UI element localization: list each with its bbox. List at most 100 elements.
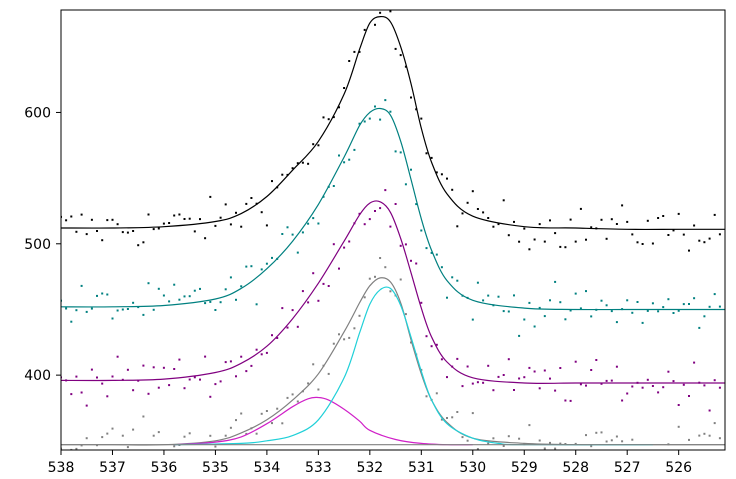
data-point — [662, 306, 665, 309]
data-point — [368, 117, 371, 120]
data-points-layer — [61, 10, 721, 456]
data-point — [332, 243, 335, 246]
data-point — [296, 251, 299, 254]
data-point — [343, 161, 346, 164]
data-point — [683, 450, 685, 452]
data-point — [250, 364, 253, 367]
series-magenta-component-line — [174, 396, 473, 446]
data-point — [147, 282, 150, 285]
data-point — [528, 424, 531, 427]
data-point — [240, 225, 243, 228]
data-point — [147, 392, 150, 395]
data-point — [425, 247, 428, 250]
data-point — [379, 118, 382, 121]
data-point — [471, 412, 474, 415]
data-point — [271, 256, 273, 259]
data-point — [291, 309, 294, 312]
data-point — [688, 438, 690, 441]
data-point — [430, 345, 433, 348]
data-point — [199, 378, 201, 381]
data-point — [162, 366, 165, 369]
data-point — [574, 442, 577, 445]
data-point — [430, 156, 433, 159]
data-point — [188, 217, 191, 220]
data-point — [579, 307, 582, 310]
data-point — [80, 444, 83, 447]
x-tick-label: 527 — [614, 460, 641, 476]
data-point — [641, 321, 644, 324]
data-point — [502, 310, 505, 313]
data-point — [440, 173, 443, 176]
data-point — [595, 359, 598, 361]
data-point — [528, 301, 531, 304]
data-point — [569, 218, 572, 221]
data-point — [348, 240, 351, 243]
data-point — [574, 360, 577, 363]
data-point — [404, 65, 407, 68]
data-point — [476, 281, 479, 284]
data-point — [543, 369, 546, 372]
data-point — [106, 293, 109, 296]
data-point — [693, 451, 695, 453]
data-point — [106, 219, 109, 222]
data-point — [348, 336, 351, 339]
data-point — [435, 343, 438, 346]
data-point — [96, 294, 98, 297]
data-point — [713, 379, 716, 382]
series-gray-fit-line — [61, 277, 725, 446]
data-point — [543, 315, 546, 318]
data-point — [338, 333, 340, 336]
data-point — [178, 213, 181, 216]
data-point — [338, 267, 340, 270]
data-point — [718, 386, 721, 389]
data-point — [446, 177, 448, 180]
data-point — [446, 296, 448, 299]
data-point — [657, 310, 660, 313]
data-point — [693, 224, 696, 227]
data-point — [415, 203, 418, 206]
data-point — [605, 379, 608, 382]
data-point — [204, 237, 207, 240]
data-point — [80, 213, 83, 216]
data-point — [327, 118, 330, 121]
data-point — [291, 233, 294, 236]
series-cyan-component-line — [174, 286, 653, 446]
data-point — [137, 244, 140, 247]
data-point — [229, 223, 232, 226]
data-point — [466, 201, 469, 204]
data-point — [193, 289, 196, 292]
data-point — [250, 265, 253, 268]
data-point — [404, 243, 407, 246]
data-point — [662, 454, 664, 456]
data-point — [281, 422, 284, 425]
data-point — [698, 326, 701, 329]
data-point — [235, 419, 237, 422]
data-point — [651, 385, 654, 387]
data-point — [605, 304, 608, 307]
data-point — [353, 327, 356, 330]
data-point — [152, 308, 155, 311]
data-point — [677, 404, 680, 406]
data-point — [595, 431, 598, 434]
data-point — [487, 294, 490, 297]
data-point — [549, 219, 551, 222]
data-point — [363, 120, 366, 123]
data-point — [188, 378, 191, 381]
data-point — [498, 451, 500, 453]
data-point — [456, 225, 459, 228]
data-point — [708, 409, 711, 412]
data-point — [142, 364, 145, 367]
data-point — [65, 219, 68, 222]
data-point — [240, 355, 243, 358]
data-point — [111, 317, 114, 320]
data-point — [430, 251, 433, 254]
data-point — [688, 249, 690, 252]
data-point — [152, 228, 155, 231]
data-point — [415, 108, 418, 111]
data-point — [564, 246, 567, 249]
data-point — [173, 214, 176, 217]
data-point — [610, 439, 613, 442]
data-point — [374, 210, 376, 212]
data-point — [513, 220, 515, 223]
data-point — [399, 278, 402, 281]
